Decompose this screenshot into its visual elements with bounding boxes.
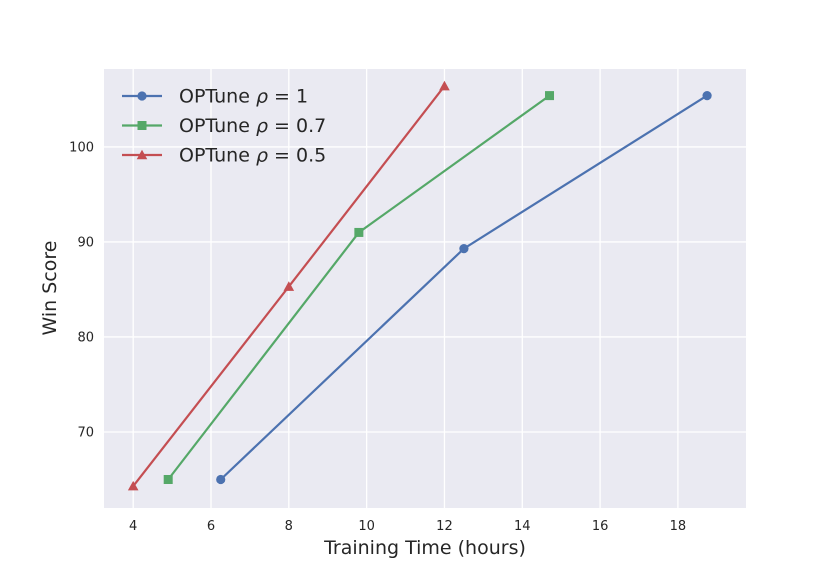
y-axis-label: Win Score [39,241,61,336]
series-lines [127,80,712,491]
series-circle [216,91,712,485]
legend-label-symbol: ρ [256,145,268,167]
legend-label-suffix: = 0.5 [268,145,326,167]
series-triangle [127,80,450,491]
legend-label-suffix: = 0.7 [268,115,326,137]
x-tick-label: 14 [514,519,531,534]
x-axis-label: Training Time (hours) [323,537,526,559]
x-tick-label: 10 [358,519,375,534]
data-point [354,227,364,237]
legend-label-symbol: ρ [256,86,268,108]
data-point [439,80,450,91]
x-tick-label: 6 [207,519,215,534]
legend-label: OPTune ρ = 0.7 [179,115,326,137]
legend-item: OPTune ρ = 0.7 [122,115,326,137]
data-point [127,480,139,491]
legend-item: OPTune ρ = 0.5 [122,145,326,167]
legend-label-prefix: OPTune [179,86,256,108]
data-point [283,281,295,291]
data-point [459,243,469,254]
legend-label: OPTune ρ = 0.5 [179,145,326,167]
y-tick-label: 70 [77,425,94,440]
legend-label-prefix: OPTune [179,145,256,167]
legend-marker [136,149,148,160]
legend-marker [137,121,147,130]
y-tick-label: 80 [77,330,94,345]
data-point [545,91,555,101]
y-tick-label: 100 [69,140,94,155]
tick-labels: 4 6 8 10 12 14 16 18 70 80 90 100 [69,140,686,534]
legend-label-symbol: ρ [256,115,268,137]
data-point [216,474,226,485]
y-tick-label: 90 [77,235,94,250]
legend-label-suffix: = 1 [268,86,308,108]
legend-item: OPTune ρ = 1 [122,86,308,108]
legend-label-prefix: OPTune [179,115,256,137]
x-tick-label: 16 [592,519,609,534]
x-tick-label: 12 [436,519,453,534]
legend-label: OPTune ρ = 1 [179,86,308,108]
x-tick-label: 4 [129,519,137,534]
data-point [702,91,712,101]
x-tick-label: 18 [670,519,687,534]
data-point [163,474,173,484]
series-square [163,91,555,484]
legend-marker [137,91,147,101]
x-tick-label: 8 [285,519,293,534]
